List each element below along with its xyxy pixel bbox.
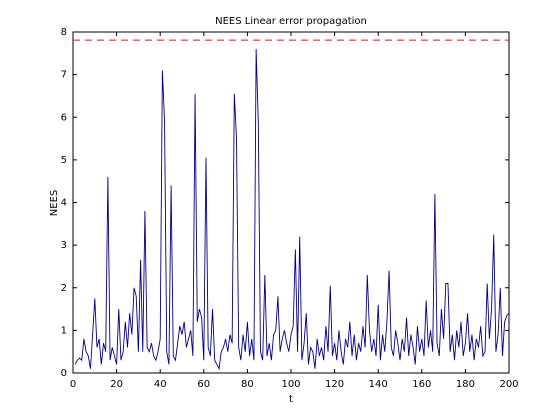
y-tick-label: 4 — [61, 198, 67, 209]
data-line — [74, 49, 510, 371]
x-tick-label: 120 — [325, 379, 344, 390]
x-axis-label: t — [289, 394, 293, 405]
x-tick-label: 140 — [369, 379, 388, 390]
x-tick-label: 40 — [154, 379, 167, 390]
x-tick-label: 160 — [412, 379, 431, 390]
x-tick-label: 100 — [281, 379, 300, 390]
x-tick-label: 200 — [499, 379, 518, 390]
chart-title: NEES Linear error propagation — [215, 16, 367, 27]
x-tick-label: 80 — [241, 379, 254, 390]
y-tick-label: 6 — [61, 112, 67, 123]
x-tick-label: 60 — [197, 379, 210, 390]
y-tick-label: 2 — [61, 283, 67, 294]
x-tick-label: 20 — [110, 379, 123, 390]
y-tick-label: 0 — [61, 368, 67, 379]
y-tick-label: 7 — [61, 70, 67, 81]
y-tick-label: 1 — [61, 325, 67, 336]
y-tick-label: 3 — [61, 240, 67, 251]
y-axis-label: NEES — [49, 190, 60, 216]
y-tick-label: 8 — [61, 27, 67, 38]
x-tick-label: 180 — [456, 379, 475, 390]
x-tick-label: 0 — [70, 379, 76, 390]
y-tick-label: 5 — [61, 155, 67, 166]
